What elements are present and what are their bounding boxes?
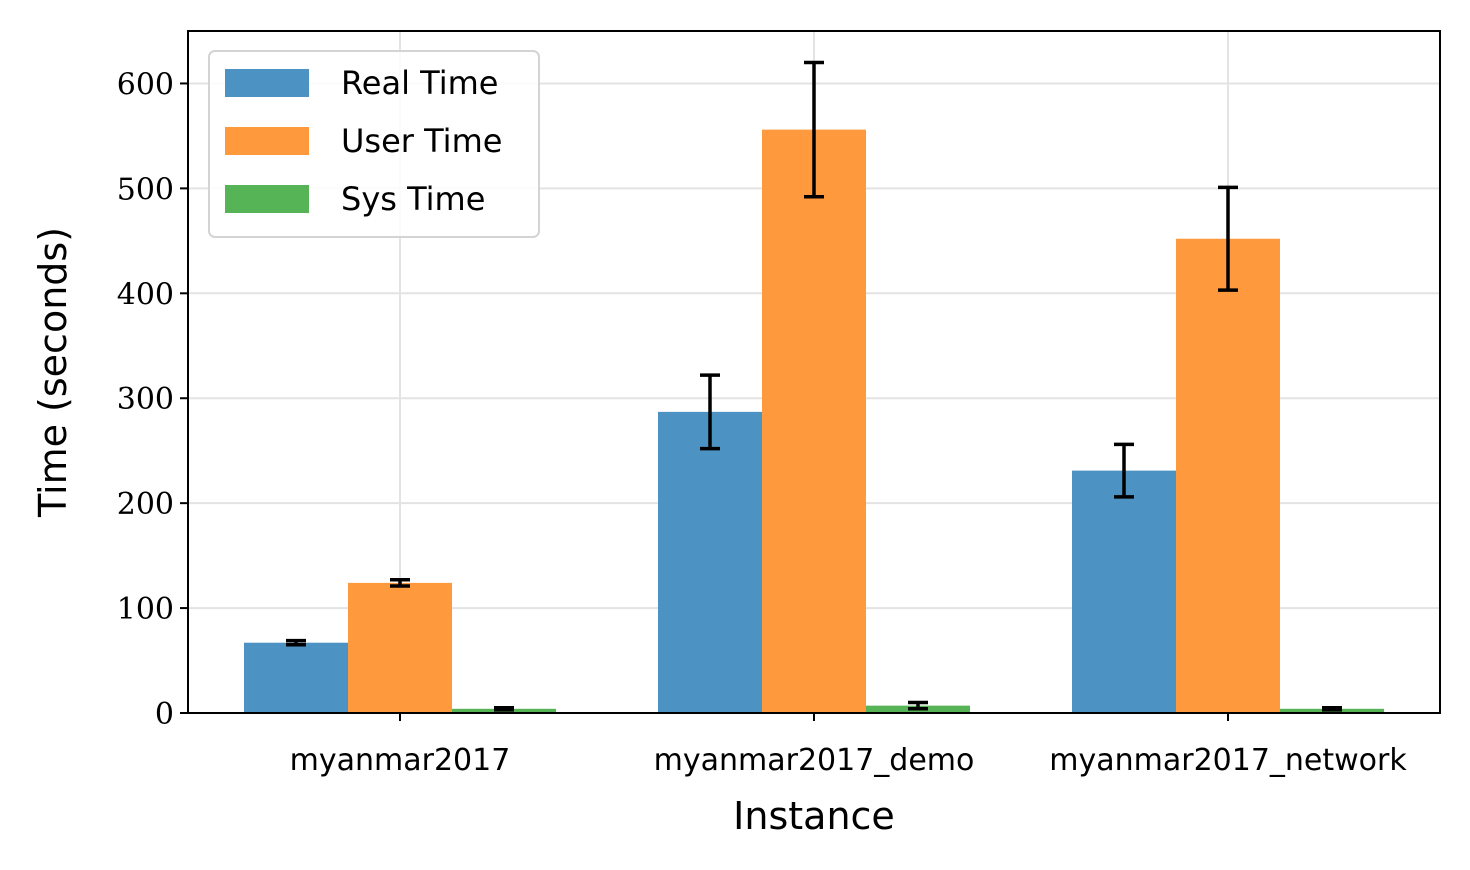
bar <box>658 411 762 713</box>
error-bar <box>1114 442 1134 499</box>
y-tick-label: 500 <box>117 172 174 207</box>
legend-swatch <box>225 127 309 155</box>
legend: Real Time User Time Sys Time <box>208 50 540 238</box>
y-tick-label: 400 <box>117 277 174 312</box>
error-bar <box>908 700 928 711</box>
x-axis-label: Instance <box>733 794 895 838</box>
y-axis-label: Time (seconds) <box>31 227 75 518</box>
error-bars <box>286 60 1342 712</box>
bar <box>244 642 348 713</box>
x-axis-ticks: myanmar2017 myanmar2017_demo myanmar2017_n… <box>290 713 1407 778</box>
y-tick-label: 300 <box>117 382 174 417</box>
bars <box>244 129 1384 714</box>
error-bar <box>700 373 720 451</box>
error-bar <box>1218 185 1238 292</box>
x-tick-label: myanmar2017 <box>290 743 511 778</box>
error-bar <box>1322 706 1342 712</box>
y-tick-label: 0 <box>155 697 174 732</box>
error-bar <box>804 60 824 199</box>
legend-label: User Time <box>341 122 502 160</box>
x-tick-label: myanmar2017_network <box>1049 743 1407 778</box>
error-bar <box>390 577 410 588</box>
y-tick-label: 100 <box>117 592 174 627</box>
bar <box>1072 470 1176 713</box>
error-bar <box>286 638 306 647</box>
y-axis-ticks: 0 100 200 300 400 500 600 <box>117 67 188 732</box>
legend-swatch <box>225 185 309 213</box>
error-bar <box>494 706 514 712</box>
bar <box>762 129 866 713</box>
y-tick-label: 600 <box>117 67 174 102</box>
bar <box>348 582 452 713</box>
bar <box>1176 238 1280 714</box>
legend-swatch <box>225 69 309 97</box>
legend-label: Sys Time <box>341 180 485 218</box>
legend-label: Real Time <box>341 64 498 102</box>
y-tick-label: 200 <box>117 487 174 522</box>
x-tick-label: myanmar2017_demo <box>654 743 975 778</box>
